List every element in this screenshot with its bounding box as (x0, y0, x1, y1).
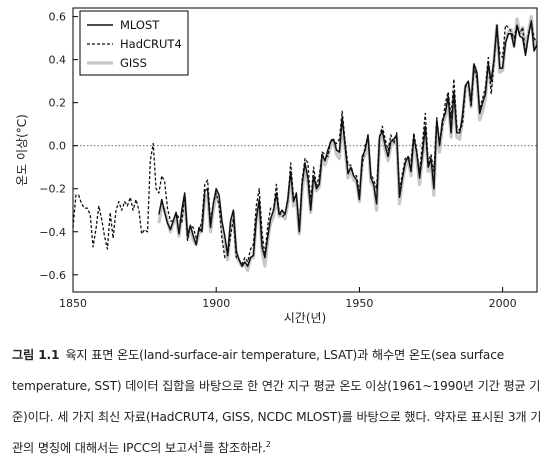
y-tick-label: −0.6 (39, 269, 66, 282)
x-axis-label: 시간(년) (284, 311, 326, 325)
y-tick-label: 0.0 (49, 140, 67, 153)
y-tick-label: −0.2 (39, 183, 66, 196)
figure-label: 그림 1.1 (12, 348, 60, 362)
legend-label-hadcrut4: HadCRUT4 (120, 37, 182, 51)
series-line-mlost (158, 20, 538, 267)
x-tick-label: 1850 (59, 297, 87, 310)
caption-body: 육지 표면 온도(land-surface-air temperature, L… (12, 348, 542, 455)
footnote-ref-1: 1 (198, 439, 204, 449)
y-tick-label: −0.4 (39, 226, 66, 239)
series-line-giss (157, 15, 539, 273)
x-tick-label: 1900 (202, 297, 230, 310)
caption-end: 를 참조하라. (203, 441, 266, 455)
y-tick-label: 0.6 (49, 11, 67, 24)
legend-label-mlost: MLOST (120, 18, 160, 32)
y-tick-label: 0.2 (49, 97, 67, 110)
temperature-anomaly-chart: −0.6 −0.4 −0.2 0.0 0.2 0.4 0.6 1850 1900 1950 2000… (15, 7, 539, 325)
legend-label-giss: GISS (120, 56, 147, 70)
x-tick-label: 1950 (345, 297, 373, 310)
y-tick-label: 0.4 (49, 54, 67, 67)
y-axis-label: 온도 이상(°C) (15, 114, 29, 186)
plot-frame (72, 7, 538, 293)
x-tick-label: 2000 (489, 297, 517, 310)
footnote-ref-2: 2 (265, 439, 271, 449)
figure-caption: 그림 1.1 육지 표면 온도(land-surface-air temperat… (12, 340, 548, 464)
